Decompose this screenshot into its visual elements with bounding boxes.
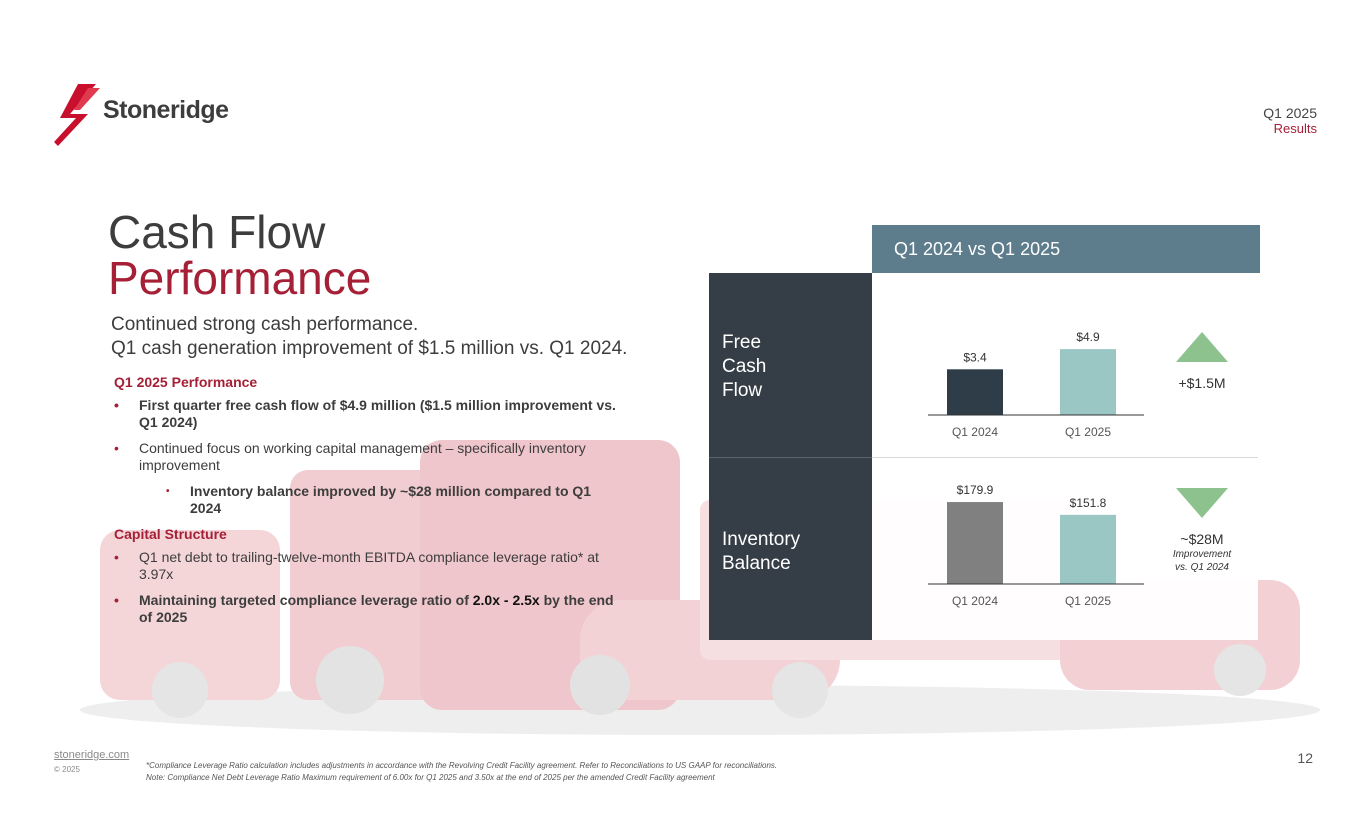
section-heading-capital: Capital Structure [114, 526, 227, 542]
row-label-inventory-balance: Inventory Balance [722, 528, 800, 576]
bullet-dot-icon: • [114, 592, 119, 608]
bullet-dot-icon: • [114, 397, 119, 413]
bar [1060, 514, 1116, 584]
change-note-line: vs. Q1 2024 [1175, 562, 1229, 573]
triangle-up-icon [1176, 332, 1228, 362]
comparison-charts: $3.4 Q1 2024 $4.9 Q1 2025 $179.9 Q1 2024 $151.… [928, 330, 1144, 608]
bullet-text-post: by the end of 2025 [139, 592, 614, 625]
chart-row-divider [872, 457, 1258, 458]
row-label-free-cash-flow: Free Cash Flow [722, 331, 766, 403]
bullet-text-pre: Maintaining targeted compliance leverage… [139, 592, 473, 608]
panel-header: Q1 2024 vs Q1 2025 [872, 225, 1260, 273]
bar [947, 369, 1003, 415]
bullet-text: Q1 net debt to trailing-twelve-month EBI… [139, 549, 599, 582]
row-label-line: Cash [722, 356, 767, 377]
page-title-line2: Performance [108, 252, 372, 304]
page-subtitle: Continued strong cash performance. Q1 ca… [111, 313, 627, 361]
quarter-label: Q1 2025 [1263, 105, 1317, 121]
footnote-1: *Compliance Leverage Ratio calculation i… [146, 761, 778, 770]
change-note-line: Improvement [1172, 549, 1232, 560]
triangle-down-icon [1176, 488, 1228, 518]
row-label-line: Inventory [722, 529, 801, 550]
bullet-text: First quarter free cash flow of $4.9 mil… [139, 397, 616, 430]
bullet-dot-icon: • [166, 486, 170, 497]
x-tick-label: Q1 2025 [1065, 425, 1111, 439]
bar-data-label: $179.9 [957, 483, 994, 497]
row-label-line: Flow [722, 380, 763, 401]
bar [947, 502, 1003, 584]
bar [1060, 349, 1116, 415]
subtitle-line2: Q1 cash generation improvement of $1.5 m… [111, 338, 628, 359]
subtitle-line1: Continued strong cash performance. [111, 314, 419, 335]
sub-bullet-item: • Inventory balance improved by ~$28 mil… [114, 483, 624, 517]
bullet-text-target: 2.0x - 2.5x [472, 592, 540, 608]
footnote-2: Note: Compliance Net Debt Leverage Ratio… [146, 773, 715, 782]
bullet-item: • Continued focus on working capital man… [114, 440, 624, 474]
bullet-text: Inventory balance improved by ~$28 milli… [190, 483, 592, 516]
bullet-item: • Q1 net debt to trailing-twelve-month E… [114, 549, 624, 583]
x-tick-label: Q1 2024 [952, 594, 998, 608]
results-label: Results [1273, 121, 1317, 136]
section-heading-performance: Q1 2025 Performance [114, 374, 258, 390]
page-title-line1: Cash Flow [108, 206, 326, 258]
website-link[interactable]: stoneridge.com [54, 749, 130, 761]
row-label-line: Balance [722, 553, 791, 574]
bar-data-label: $4.9 [1076, 330, 1100, 344]
report-period: Q1 2025 Results [1263, 105, 1317, 136]
bullet-text: Continued focus on working capital manag… [139, 440, 586, 473]
copyright: © 2025 [54, 765, 80, 774]
page-number: 12 [1297, 750, 1313, 766]
row-label-line: Free [722, 332, 762, 353]
bullet-item: • First quarter free cash flow of $4.9 m… [114, 397, 624, 431]
x-tick-label: Q1 2025 [1065, 594, 1111, 608]
stoneridge-logo [54, 84, 100, 146]
x-tick-label: Q1 2024 [952, 425, 998, 439]
body-content: Q1 2025 Performance • First quarter free… [114, 374, 624, 635]
bar-data-label: $151.8 [1070, 496, 1107, 510]
fcf-change-value: +$1.5M [1178, 375, 1226, 391]
bullet-dot-icon: • [114, 549, 119, 565]
row-divider [709, 457, 872, 458]
panel-row-labels: Free Cash Flow Inventory Balance [709, 273, 872, 640]
bar-data-label: $3.4 [963, 350, 987, 364]
inventory-change-value: ~$28M [1180, 531, 1224, 547]
brand-name: Stoneridge [103, 96, 229, 124]
bullet-dot-icon: • [114, 440, 119, 456]
inventory-change-note: Improvement vs. Q1 2024 [1155, 548, 1249, 574]
bullet-item: • Maintaining targeted compliance levera… [114, 592, 624, 626]
footnotes: *Compliance Leverage Ratio calculation i… [146, 760, 777, 784]
